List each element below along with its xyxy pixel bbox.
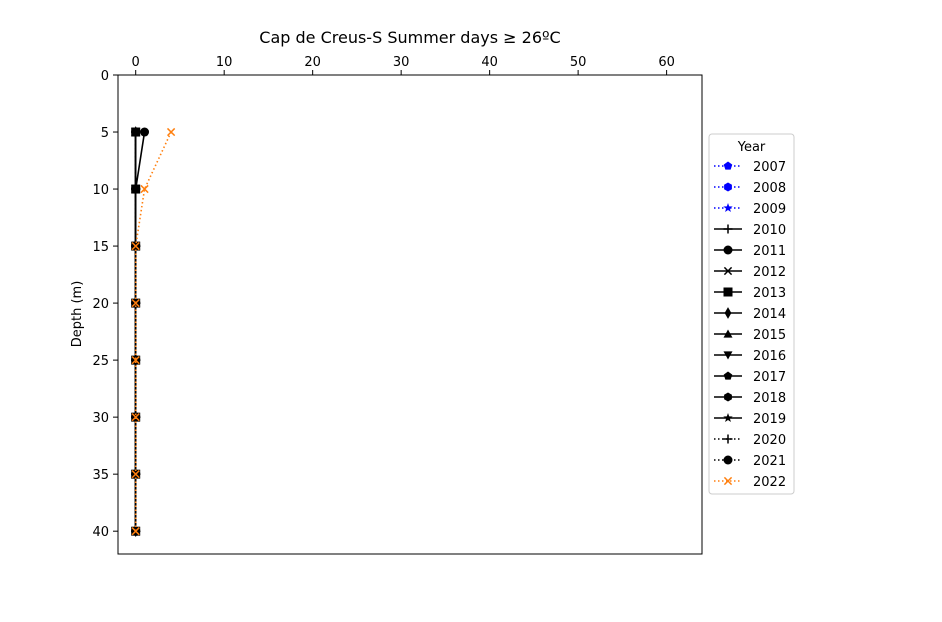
- x-tick-label: 40: [481, 55, 498, 70]
- legend-label: 2022: [753, 475, 786, 490]
- legend-marker: [723, 245, 733, 255]
- legend-item-2009: 2009: [714, 202, 786, 217]
- legend-marker: [723, 371, 733, 380]
- legend-label: 2016: [753, 349, 786, 364]
- legend-item-2008: 2008: [714, 181, 786, 196]
- legend-marker: [723, 224, 733, 234]
- legend-label: 2020: [753, 433, 786, 448]
- legend-label: 2014: [753, 307, 786, 322]
- legend-marker: [723, 266, 733, 276]
- legend-item-2018: 2018: [714, 391, 786, 406]
- legend-item-2013: 2013: [714, 286, 786, 301]
- data-point-2021: [131, 184, 141, 194]
- legend-label: 2021: [753, 454, 786, 469]
- x-tick-label: 0: [132, 55, 140, 70]
- data-point-2022: [131, 298, 140, 308]
- legend-label: 2008: [753, 181, 786, 196]
- legend-item-2020: 2020: [714, 433, 786, 448]
- x-tick-label: 30: [393, 55, 410, 70]
- x-tick-label: 60: [658, 55, 675, 70]
- chart-title: Cap de Creus-S Summer days ≥ 26ºC: [259, 28, 560, 47]
- legend-marker: [724, 182, 732, 192]
- legend-title: Year: [737, 140, 766, 155]
- data-point-2022: [131, 413, 140, 422]
- legend-marker: [723, 413, 733, 422]
- data-point-2021: [131, 127, 141, 137]
- legend-item-2012: 2012: [714, 265, 786, 280]
- legend-marker: [723, 476, 733, 486]
- y-tick-label: 40: [92, 525, 109, 540]
- data-point-2011: [140, 127, 150, 137]
- legend-marker: [723, 329, 733, 338]
- plot-frame: [117, 74, 703, 555]
- y-tick-label: 35: [92, 468, 109, 483]
- x-tick-label: 10: [216, 55, 233, 70]
- data-point-2022: [131, 241, 140, 251]
- legend-item-2019: 2019: [714, 412, 786, 427]
- legend-item-2016: 2016: [714, 349, 786, 364]
- legend-item-2015: 2015: [714, 328, 786, 343]
- legend-marker: [724, 307, 732, 319]
- series-line-2022: [134, 131, 172, 532]
- legend-marker: [723, 287, 733, 297]
- legend-item-2022: 2022: [714, 475, 786, 490]
- y-tick-label: 15: [92, 240, 109, 255]
- legend-label: 2019: [753, 412, 786, 427]
- y-tick-label: 20: [92, 297, 109, 312]
- legend-item-2017: 2017: [714, 370, 786, 385]
- y-tick-label: 0: [101, 69, 109, 84]
- y-tick-label: 5: [101, 126, 109, 141]
- data-point-2022: [131, 527, 140, 536]
- data-point-2022: [140, 184, 149, 194]
- legend-label: 2011: [753, 244, 786, 259]
- y-tick-label: 25: [92, 354, 109, 369]
- legend-item-2011: 2011: [714, 244, 786, 259]
- legend: Year 2007 2008 2009 2010 2011 2012 2013 2014 2015…: [708, 133, 795, 495]
- legend-marker: [723, 455, 733, 465]
- legend-item-2007: 2007: [714, 160, 786, 175]
- legend-marker: [723, 203, 733, 212]
- data-point-2022: [131, 355, 140, 365]
- legend-marker: [723, 434, 733, 444]
- y-tick-label: 10: [92, 183, 109, 198]
- legend-label: 2017: [753, 370, 786, 385]
- y-tick-label: 30: [92, 411, 109, 426]
- legend-box: [708, 133, 795, 495]
- plot-area: 0 10 20 30 40 50 60 0 5 10 15 20 25 30 35 40: [92, 55, 703, 555]
- x-tick-label: 20: [304, 55, 321, 70]
- legend-marker: [723, 351, 733, 360]
- legend-item-2021: 2021: [714, 454, 786, 469]
- legend-label: 2010: [753, 223, 786, 238]
- legend-label: 2013: [753, 286, 786, 301]
- legend-label: 2015: [753, 328, 786, 343]
- legend-item-2010: 2010: [714, 223, 786, 238]
- series-2022: [131, 127, 176, 536]
- legend-item-2014: 2014: [714, 307, 786, 322]
- legend-label: 2009: [753, 202, 786, 217]
- data-point-2022: [166, 127, 176, 137]
- legend-label: 2012: [753, 265, 786, 280]
- legend-label: 2007: [753, 160, 786, 175]
- x-tick-label: 50: [570, 55, 587, 70]
- data-point-2022: [131, 470, 140, 479]
- legend-marker: [723, 161, 733, 170]
- legend-marker: [724, 392, 732, 402]
- y-axis-label: Depth (m): [70, 281, 85, 348]
- legend-label: 2018: [753, 391, 786, 406]
